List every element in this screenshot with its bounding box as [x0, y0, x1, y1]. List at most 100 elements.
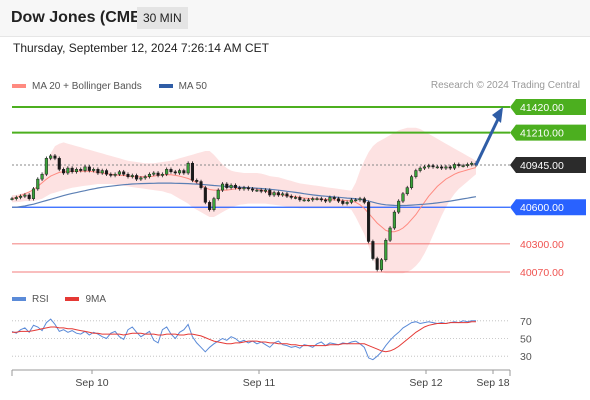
candle-body	[341, 200, 345, 204]
candle-body	[367, 202, 371, 242]
candle-body	[354, 199, 358, 202]
candle-body	[117, 171, 121, 175]
candle-body	[379, 259, 384, 270]
level-label-4: 40300.00	[520, 239, 564, 251]
candle-body	[36, 178, 40, 190]
candle-body	[457, 164, 461, 166]
candle-body	[92, 169, 96, 171]
candle-body	[427, 165, 431, 168]
legend-ma50: MA 50	[158, 80, 207, 92]
candle-body	[311, 198, 315, 201]
candle-body	[238, 187, 242, 190]
candle-body	[169, 169, 173, 173]
report-datetime: Thursday, September 12, 2024 7:26:14 AM …	[13, 41, 269, 55]
candle-body	[319, 198, 323, 201]
level-label-0: 41420.00	[520, 102, 564, 114]
level-label-3: 40600.00	[520, 202, 564, 214]
rsi-swatch	[12, 297, 26, 301]
candle-body	[285, 193, 289, 197]
candle-body	[414, 170, 418, 177]
candle-body	[220, 183, 225, 191]
legend-ma50-label: MA 50	[178, 80, 207, 92]
candle-body	[109, 173, 113, 176]
candle-body	[452, 164, 457, 169]
candle-body	[306, 199, 310, 202]
candle-body	[315, 198, 319, 200]
candle-body	[126, 173, 130, 177]
candle-body	[392, 211, 396, 229]
candle-body	[349, 199, 353, 203]
rsi-series-1	[12, 321, 476, 353]
candle-body	[255, 189, 259, 192]
candle-body	[152, 172, 156, 175]
legend-ma20-label: MA 20 + Bollinger Bands	[32, 80, 142, 92]
candle-body	[263, 189, 268, 192]
candle-body	[298, 197, 302, 201]
candle-body	[122, 171, 126, 175]
legend-9ma-label: 9MA	[85, 293, 107, 305]
candle-body	[405, 187, 409, 195]
candle-body	[328, 197, 332, 202]
candle-body	[208, 202, 212, 210]
candle-body	[268, 189, 272, 196]
bollinger-band	[12, 127, 476, 274]
candle-body	[143, 176, 147, 179]
candle-body	[294, 197, 298, 199]
ma9-swatch	[65, 297, 80, 301]
time-label-2: Sep 12	[409, 377, 442, 389]
legend-rsi: RSI	[12, 294, 49, 305]
projection-arrow	[474, 114, 502, 166]
candle-body	[135, 175, 139, 180]
candle-body	[431, 165, 435, 168]
price-legend: MA 20 + Bollinger Bands MA 50	[12, 80, 221, 92]
candle-body	[289, 195, 293, 198]
candle-body	[14, 197, 18, 199]
timeframe-button[interactable]: 30 MIN	[137, 7, 188, 29]
candle-body	[199, 181, 203, 188]
time-label-1: Sep 11	[243, 377, 276, 389]
candle-body	[66, 167, 70, 174]
level-label-1: 41210.00	[520, 128, 564, 140]
candle-body	[375, 258, 379, 270]
candle-body	[104, 170, 109, 175]
level-tag-3	[510, 199, 586, 216]
candle-body	[302, 199, 306, 202]
candle-body	[448, 166, 452, 169]
candle-body	[233, 184, 237, 188]
candle-body	[336, 198, 341, 202]
candle-body	[401, 193, 405, 202]
candle-body	[422, 166, 426, 169]
candle-body	[470, 162, 474, 165]
candle-body	[203, 187, 207, 203]
time-label-0: Sep 10	[75, 377, 108, 389]
candle-body	[410, 176, 414, 188]
copyright-text: Research © 2024 Trading Central	[430, 80, 580, 91]
candle-body	[324, 199, 328, 202]
candle-body	[31, 188, 36, 199]
candle-body	[173, 171, 177, 174]
candle-body	[87, 166, 91, 171]
candle-body	[53, 155, 57, 159]
candle-body	[27, 194, 31, 199]
legend-9ma: 9MA	[65, 294, 106, 305]
candle-body	[23, 194, 27, 197]
candle-body	[362, 198, 366, 203]
candle-body	[139, 177, 143, 180]
candle-body	[358, 198, 362, 201]
candle-body	[440, 166, 444, 169]
candle-body	[44, 158, 48, 175]
candle-body	[96, 169, 100, 174]
candle-body	[83, 166, 87, 171]
candle-body	[251, 188, 255, 191]
candle-body	[57, 158, 61, 170]
projection-arrowhead	[492, 107, 503, 123]
rsi-legend: RSI 9MA	[12, 293, 120, 305]
candle-body	[178, 170, 182, 174]
candle-body	[272, 192, 276, 196]
rsi-tick-2: 70	[520, 316, 532, 328]
candle-body	[418, 167, 422, 171]
candle-body	[216, 189, 220, 199]
candle-body	[461, 165, 465, 167]
candle-body	[186, 162, 190, 174]
candle-body	[147, 173, 152, 177]
